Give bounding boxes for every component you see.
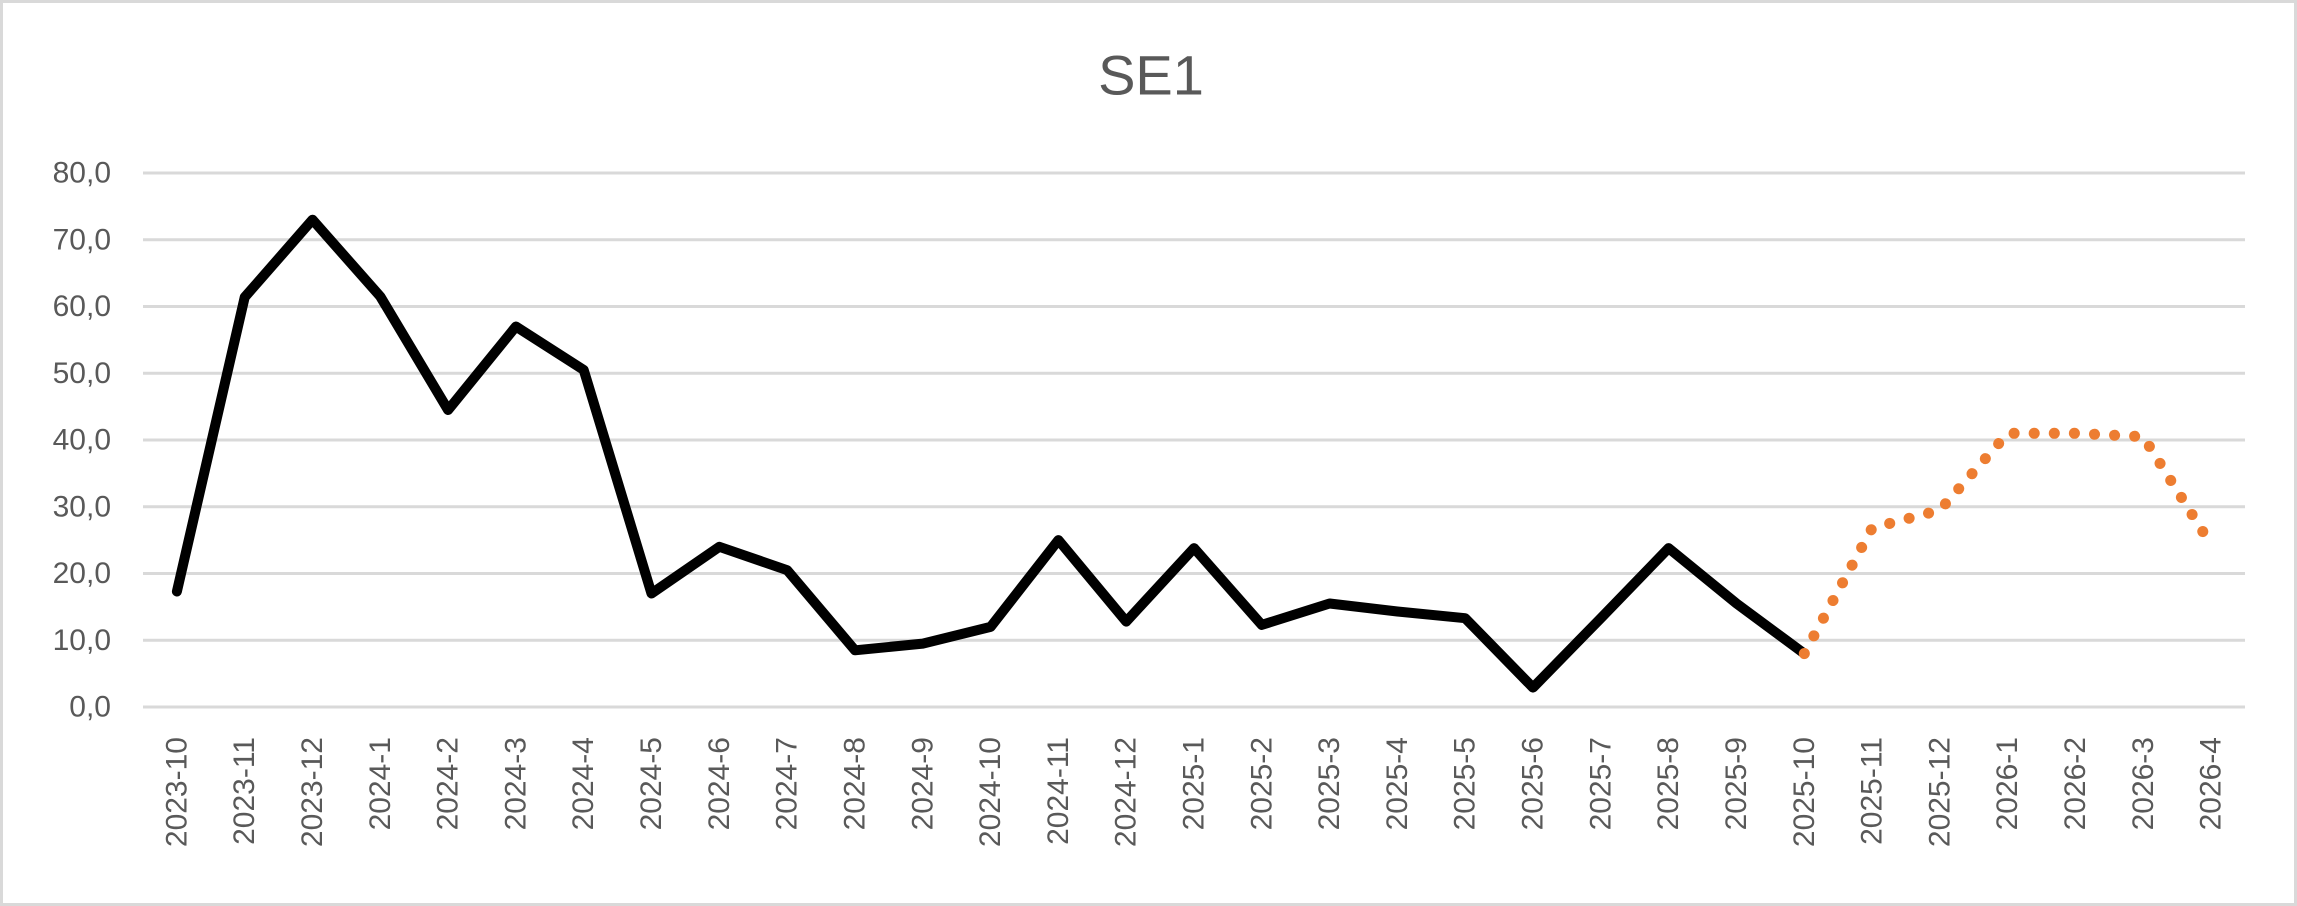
- y-axis-tick-label: 30,0: [53, 490, 111, 523]
- series-forecast-dotted-line: [1798, 427, 2217, 660]
- x-axis-tick-label: 2025-12: [1923, 737, 1956, 847]
- x-axis-tick-label: 2025-7: [1584, 737, 1617, 830]
- x-axis-tick-label: 2023-11: [228, 737, 261, 845]
- x-axis-tick-label: 2024-7: [771, 737, 804, 830]
- y-axis-tick-label: 70,0: [53, 223, 111, 256]
- x-axis-tick-label: 2024-9: [906, 737, 939, 830]
- y-axis-tick-label: 20,0: [53, 557, 111, 590]
- x-axis-tick-label: 2024-2: [432, 737, 465, 830]
- x-axis-tick-label: 2025-2: [1245, 737, 1278, 830]
- x-axis-labels: 2023-10 2023-11 2023-12 2024-1 2024-2 2024-3 2…: [160, 737, 2227, 847]
- series-actual-line: [171, 214, 1810, 693]
- x-axis-tick-label: 2024-6: [703, 737, 736, 830]
- y-axis-tick-label: 60,0: [53, 290, 111, 323]
- x-axis-tick-label: 2024-5: [635, 737, 668, 830]
- x-axis-tick-label: 2025-9: [1720, 737, 1753, 830]
- x-axis-tick-label: 2024-12: [1110, 737, 1143, 847]
- x-axis-tick-label: 2026-2: [2059, 737, 2092, 830]
- x-axis-tick-label: 2024-1: [364, 737, 397, 830]
- x-axis-tick-label: 2025-11: [1856, 737, 1889, 845]
- x-axis-tick-label: 2025-5: [1449, 737, 1482, 830]
- x-axis-tick-label: 2024-3: [499, 737, 532, 830]
- y-axis-tick-label: 10,0: [53, 624, 111, 657]
- y-axis-tick-label: 0,0: [69, 691, 111, 724]
- x-axis-tick-label: 2023-12: [296, 737, 329, 847]
- x-axis-tick-label: 2024-8: [838, 737, 871, 830]
- x-axis-tick-label: 2025-1: [1178, 737, 1211, 830]
- line-chart: SE1 0,010,020,030,040,050,060,070,080,0 …: [53, 44, 2245, 847]
- x-axis-tick-label: 2025-6: [1517, 737, 1550, 830]
- y-axis-tick-label: 50,0: [53, 357, 111, 390]
- x-axis-tick-label: 2025-10: [1788, 737, 1821, 847]
- x-axis-tick-label: 2023-10: [160, 737, 193, 847]
- x-axis-tick-label: 2026-4: [2195, 737, 2228, 830]
- x-axis-tick-label: 2026-1: [1991, 737, 2024, 830]
- x-axis-tick-label: 2024-10: [974, 737, 1007, 847]
- y-axis-tick-label: 80,0: [53, 157, 111, 190]
- chart-title: SE1: [1098, 44, 1204, 107]
- x-axis-tick-label: 2026-3: [2127, 737, 2160, 830]
- gridlines: [143, 171, 2245, 709]
- x-axis-tick-label: 2024-11: [1042, 737, 1075, 845]
- y-axis-tick-label: 40,0: [53, 424, 111, 457]
- x-axis-tick-label: 2024-4: [567, 737, 600, 830]
- x-axis-tick-label: 2025-8: [1652, 737, 1685, 830]
- y-axis-labels: 0,0 10,0 20,0 30,0 40,0 50,0 60,0 70,0 80,0: [53, 157, 111, 724]
- x-axis-tick-label: 2025-3: [1313, 737, 1346, 830]
- x-axis-tick-label: 2025-4: [1381, 737, 1414, 830]
